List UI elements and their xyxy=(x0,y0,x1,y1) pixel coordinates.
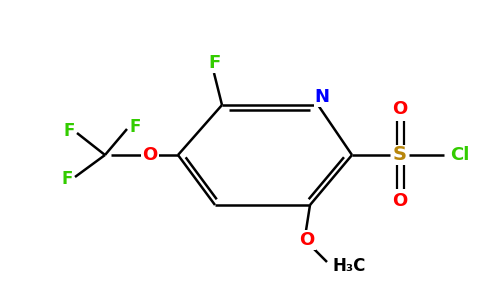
Text: N: N xyxy=(315,88,330,106)
Text: O: O xyxy=(393,100,408,118)
Text: O: O xyxy=(393,192,408,210)
Text: Cl: Cl xyxy=(450,146,469,164)
Text: F: F xyxy=(208,54,220,72)
Text: S: S xyxy=(393,146,407,164)
Text: F: F xyxy=(129,118,141,136)
Text: H₃C: H₃C xyxy=(333,257,366,275)
Text: F: F xyxy=(61,170,73,188)
Text: O: O xyxy=(142,146,158,164)
Text: F: F xyxy=(63,122,75,140)
Text: O: O xyxy=(300,231,315,249)
